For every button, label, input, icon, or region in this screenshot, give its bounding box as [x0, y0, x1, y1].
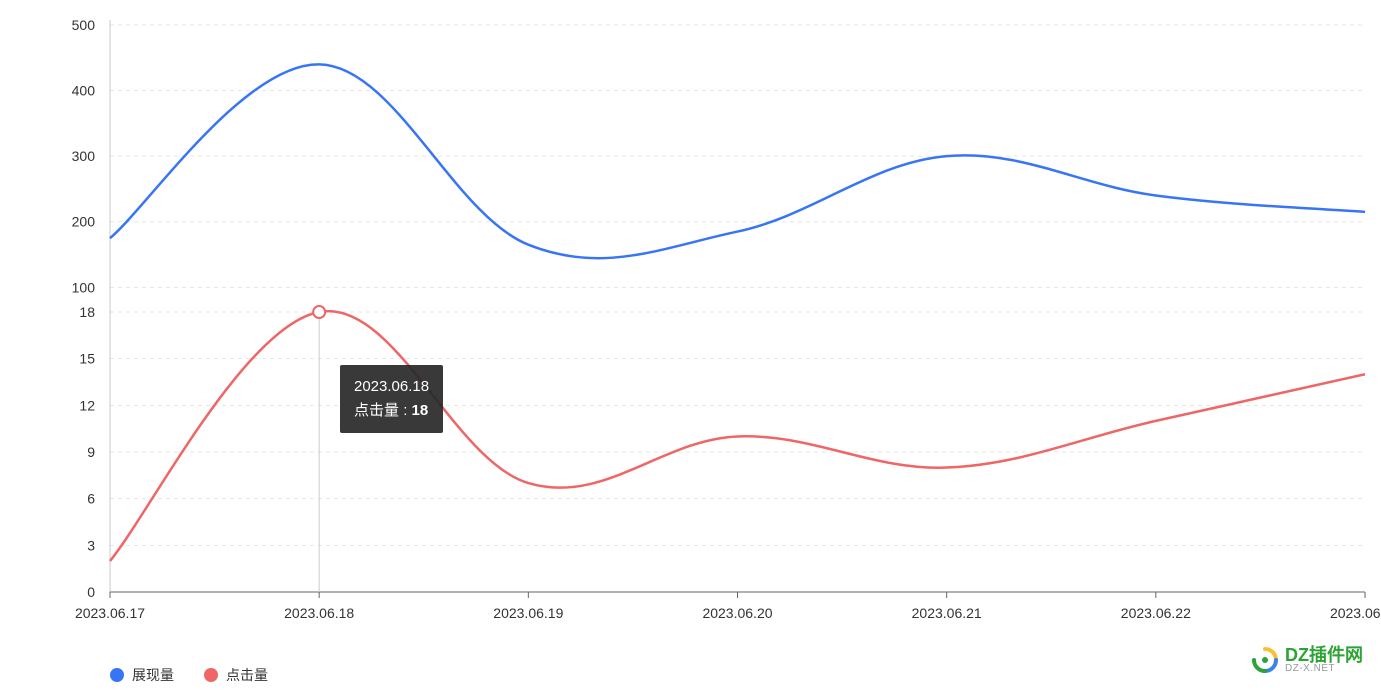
legend-item-clicks[interactable]: 点击量: [204, 665, 268, 685]
watermark-logo-icon: [1251, 646, 1279, 674]
svg-text:500: 500: [72, 17, 96, 33]
svg-text:2023.06.22: 2023.06.22: [1121, 605, 1191, 621]
svg-text:400: 400: [72, 83, 96, 99]
legend-label: 点击量: [226, 665, 268, 685]
legend: 展现量 点击量: [110, 665, 268, 685]
legend-dot-icon: [110, 668, 124, 682]
svg-text:100: 100: [72, 279, 96, 295]
watermark-text: DZ插件网: [1285, 646, 1363, 664]
legend-label: 展现量: [132, 665, 174, 685]
svg-text:2023.06.20: 2023.06.20: [702, 605, 772, 621]
svg-text:2023.06.21: 2023.06.21: [912, 605, 982, 621]
chart-container: 100 200 300 400 500 0 3 6 9 12 15 18 2023.06.17 2023.…: [0, 0, 1381, 692]
svg-text:15: 15: [79, 351, 95, 367]
svg-text:2023.06.23: 2023.06.23: [1330, 605, 1381, 621]
svg-text:2023.06.17: 2023.06.17: [75, 605, 145, 621]
svg-text:3: 3: [87, 537, 95, 553]
svg-text:2023.06.18: 2023.06.18: [284, 605, 354, 621]
svg-text:18: 18: [79, 304, 95, 320]
svg-text:2023.06.19: 2023.06.19: [493, 605, 563, 621]
watermark: DZ插件网 DZ-X.NET: [1251, 646, 1363, 674]
svg-text:300: 300: [72, 148, 96, 164]
watermark-subtext: DZ-X.NET: [1285, 664, 1363, 674]
svg-text:200: 200: [72, 214, 96, 230]
line-chart: 100 200 300 400 500 0 3 6 9 12 15 18 2023.06.17 2023.…: [0, 0, 1381, 692]
svg-text:12: 12: [79, 397, 95, 413]
legend-dot-icon: [204, 668, 218, 682]
svg-text:9: 9: [87, 444, 95, 460]
legend-item-impressions[interactable]: 展现量: [110, 665, 174, 685]
svg-text:0: 0: [87, 584, 95, 600]
svg-text:6: 6: [87, 491, 95, 507]
